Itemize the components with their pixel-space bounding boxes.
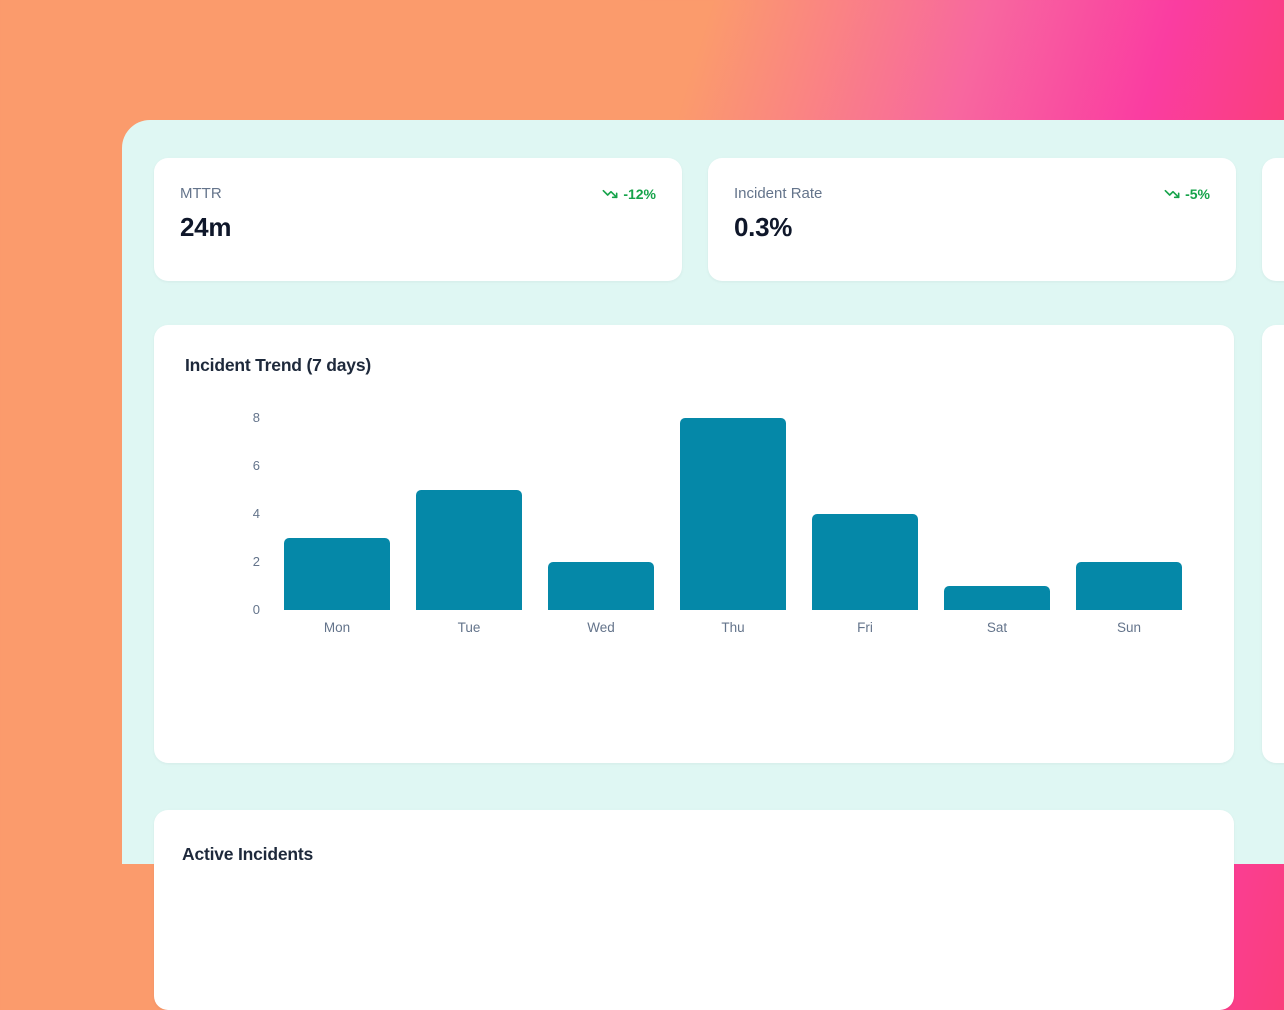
bar-sun[interactable]	[1076, 562, 1182, 610]
stat-value: 0.3%	[734, 212, 793, 242]
bar-mon[interactable]	[284, 538, 390, 610]
stat-value: 24m	[180, 212, 232, 242]
stat-label: MTTR	[180, 185, 222, 202]
stat-trend-value: -12%	[623, 186, 656, 202]
y-tick-label: 4	[252, 506, 260, 521]
stat-label: Incident Rate	[734, 185, 823, 202]
y-tick-label: 8	[252, 410, 260, 425]
x-tick-label: Mon	[323, 620, 351, 635]
x-tick-label: Sat	[986, 620, 1008, 635]
stats-row: MTTR -12% 24m Incident Rate -5% 0.3%	[154, 158, 1284, 281]
stat-trend-value: -5%	[1185, 186, 1210, 202]
trending-down-icon	[602, 189, 618, 199]
stat-trend: -12%	[602, 185, 656, 203]
y-tick-label: 0	[252, 602, 260, 617]
incident-trend-card: Incident Trend (7 days) 0 2 4 6 8 Mon Tue Wed T…	[154, 325, 1234, 763]
stat-card-incident-rate: Incident Rate -5% 0.3%	[708, 158, 1236, 281]
bar-tue[interactable]	[416, 490, 522, 610]
x-tick-label: Thu	[721, 620, 745, 635]
dashboard-panel: MTTR -12% 24m Incident Rate -5% 0.3% In	[122, 120, 1284, 1010]
x-tick-label: Sun	[1116, 620, 1142, 635]
stat-trend: -5%	[1164, 185, 1210, 203]
y-axis-ticks: 0 2 4 6 8	[228, 410, 260, 617]
bar-chart: 0 2 4 6 8 Mon Tue Wed Thu Fri Sat Sun	[253, 410, 1182, 637]
charts-row: Incident Trend (7 days) 0 2 4 6 8 Mon Tue Wed T…	[154, 325, 1284, 763]
active-incidents-title: Active Incidents	[182, 844, 314, 864]
trending-down-icon	[1164, 189, 1180, 199]
bar-thu[interactable]	[680, 418, 786, 610]
x-tick-label: Wed	[587, 620, 615, 635]
bar-fri[interactable]	[812, 514, 918, 610]
y-tick-label: 2	[252, 554, 260, 569]
chart-title: Incident Trend (7 days)	[185, 355, 371, 375]
stat-card-partial	[1262, 158, 1284, 281]
stat-card-mttr: MTTR -12% 24m	[154, 158, 682, 281]
bar-wed[interactable]	[548, 562, 654, 610]
bar-group	[284, 418, 1182, 610]
bar-sat[interactable]	[944, 586, 1050, 610]
x-axis-labels: Mon Tue Wed Thu Fri Sat Sun	[284, 619, 1182, 637]
y-tick-label: 6	[252, 458, 260, 473]
x-tick-label: Tue	[457, 620, 481, 635]
dashboard-screen: { "theme": { "bg_gradient": ["#fb9b6c", …	[0, 0, 1284, 864]
x-tick-label: Fri	[857, 620, 873, 635]
active-incidents-card: Active Incidents	[154, 810, 1234, 1010]
side-card-partial	[1262, 325, 1284, 763]
